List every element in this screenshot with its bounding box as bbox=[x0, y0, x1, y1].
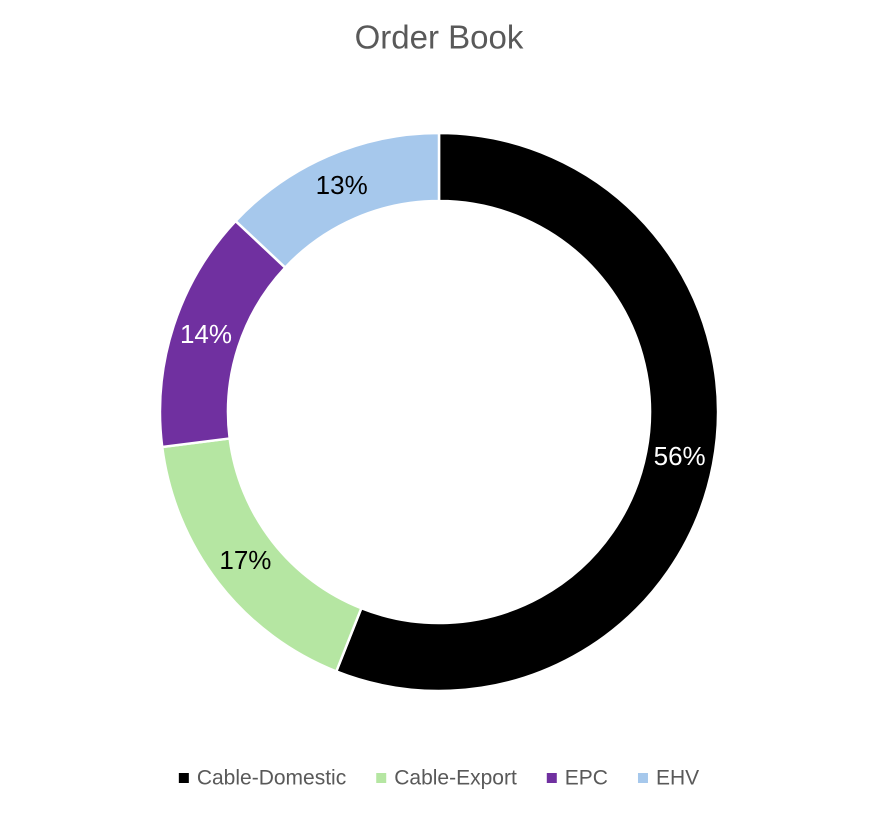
legend-swatch bbox=[376, 773, 387, 783]
donut-segment bbox=[334, 131, 720, 693]
data-label: 17% bbox=[219, 545, 271, 575]
legend-label: EHV bbox=[656, 767, 699, 790]
data-label: 56% bbox=[654, 441, 706, 471]
legend-swatch bbox=[178, 773, 189, 783]
legend-swatch bbox=[637, 773, 648, 783]
donut-segment bbox=[233, 131, 441, 270]
chart-title: Order Book bbox=[355, 19, 524, 56]
legend-swatch bbox=[546, 773, 557, 783]
legend-label: Cable-Domestic bbox=[197, 767, 346, 790]
data-label: 13% bbox=[316, 170, 368, 200]
legend-label: EPC bbox=[565, 767, 608, 790]
data-label: 14% bbox=[180, 319, 232, 349]
legend-label: Cable-Export bbox=[394, 767, 517, 790]
